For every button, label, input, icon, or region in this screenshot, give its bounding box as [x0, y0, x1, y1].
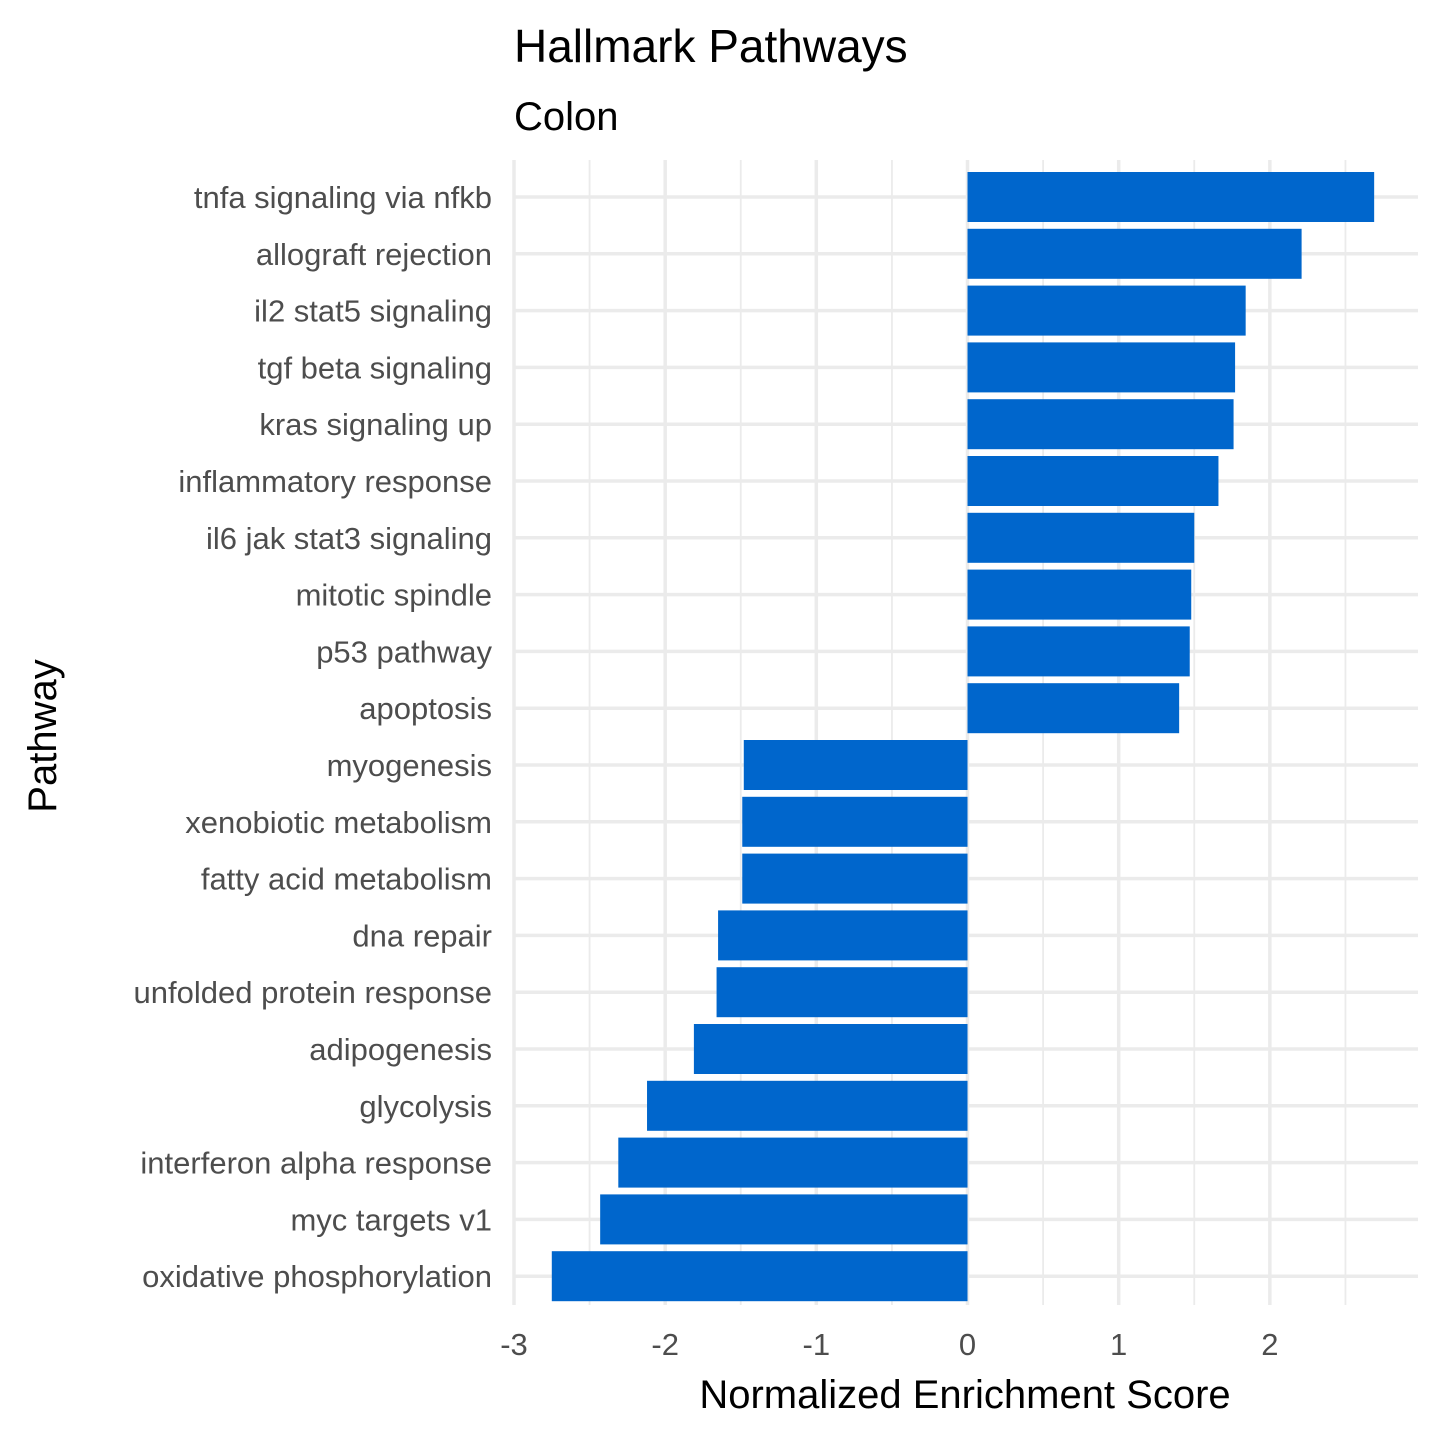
bar: [967, 512, 1195, 563]
y-tick-label: adipogenesis: [309, 1032, 492, 1067]
y-tick-label: glycolysis: [359, 1089, 492, 1124]
bar: [967, 626, 1190, 677]
x-tick-label: -2: [651, 1327, 679, 1362]
chart-title: Hallmark Pathways: [514, 20, 908, 72]
y-tick-label: p53 pathway: [316, 634, 492, 669]
y-tick-label: apoptosis: [359, 691, 492, 726]
bar: [618, 1137, 968, 1188]
y-tick-labels: tnfa signaling via nfkb allograft rejecti…: [134, 180, 493, 1294]
x-tick-labels: -3 -2 -1 0 1 2: [500, 1327, 1278, 1362]
y-tick-label: interferon alpha response: [140, 1146, 492, 1181]
x-tick-label: -3: [500, 1327, 528, 1362]
bar: [693, 1024, 968, 1074]
bar: [742, 853, 968, 904]
chart-subtitle: Colon: [514, 95, 619, 139]
bars: [551, 172, 1375, 1302]
y-tick-label: xenobiotic metabolism: [185, 805, 492, 840]
bar: [967, 342, 1236, 393]
bar: [647, 1080, 968, 1131]
x-tick-label: 1: [1110, 1327, 1127, 1362]
y-tick-label: inflammatory response: [178, 464, 492, 499]
bar: [742, 796, 968, 847]
y-tick-label: il6 jak stat3 signaling: [206, 521, 492, 556]
y-tick-label: kras signaling up: [259, 407, 492, 442]
x-tick-label: -1: [803, 1327, 831, 1362]
bar: [743, 740, 968, 790]
bar: [967, 399, 1234, 450]
bar: [600, 1194, 968, 1245]
bar: [716, 967, 968, 1018]
bar: [967, 172, 1375, 222]
grid: [512, 160, 1418, 1305]
bar: [551, 1251, 968, 1302]
bar: [967, 228, 1302, 279]
x-tick-label: 2: [1261, 1327, 1278, 1362]
bar: [967, 285, 1246, 336]
y-tick-label: allograft rejection: [256, 237, 492, 272]
bar: [967, 683, 1180, 734]
y-tick-label: dna repair: [352, 918, 492, 953]
y-tick-label: tnfa signaling via nfkb: [194, 180, 492, 215]
bar: [718, 910, 968, 961]
bar: [967, 456, 1219, 506]
y-axis-title: Pathway: [21, 659, 65, 812]
y-tick-label: il2 stat5 signaling: [254, 294, 492, 329]
y-tick-label: mitotic spindle: [296, 578, 492, 613]
y-tick-label: myc targets v1: [290, 1202, 492, 1237]
y-tick-label: fatty acid metabolism: [201, 862, 492, 897]
y-tick-label: oxidative phosphorylation: [142, 1259, 492, 1294]
x-tick-label: 0: [959, 1327, 976, 1362]
y-tick-label: tgf beta signaling: [258, 350, 492, 385]
bar: [967, 569, 1192, 620]
x-axis-title: Normalized Enrichment Score: [699, 1373, 1230, 1417]
y-tick-label: unfolded protein response: [134, 975, 492, 1010]
y-tick-label: myogenesis: [327, 748, 492, 783]
